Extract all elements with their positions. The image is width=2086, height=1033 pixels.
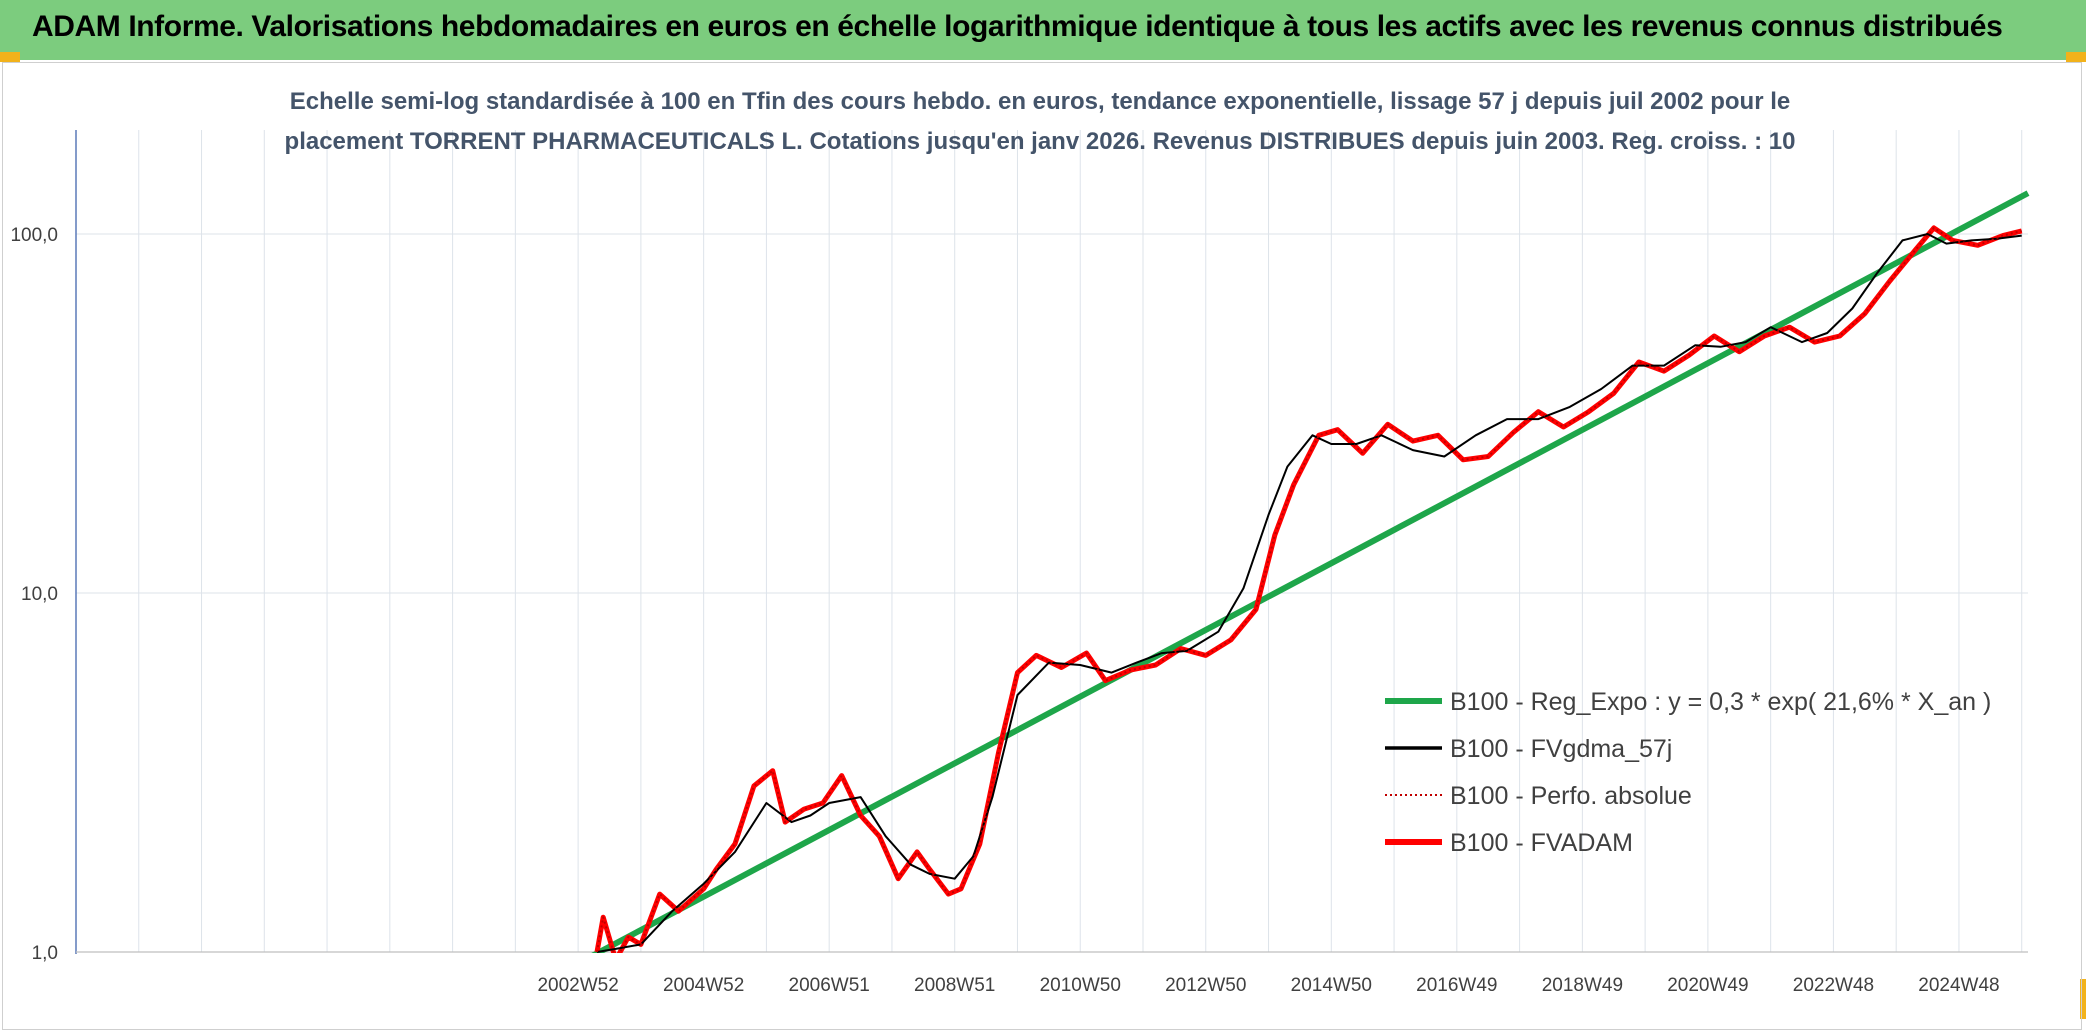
series-lines [591, 190, 2030, 953]
corner-marker-top-right [2066, 52, 2086, 62]
series-line-3 [594, 225, 2023, 953]
legend-label: B100 - Reg_Expo : y = 0,3 * exp( 21,6% *… [1450, 688, 1991, 716]
legend: B100 - Reg_Expo : y = 0,3 * exp( 21,6% *… [1385, 688, 1991, 857]
legend-label: B100 - FVADAM [1450, 829, 1633, 857]
x-tick-label: 2020W49 [1667, 975, 1748, 996]
legend-label: B100 - FVgdma_57j [1450, 735, 1672, 763]
x-tick-label: 2024W48 [1918, 975, 1999, 996]
x-tick-label: 2002W52 [537, 975, 618, 996]
y-tick-label: 1,0 [32, 943, 58, 964]
series-line-1 [596, 233, 2022, 953]
chart-frame [2, 62, 2082, 1030]
x-tick-label: 2008W51 [914, 975, 995, 996]
x-tick-label: 2012W50 [1165, 975, 1246, 996]
corner-marker-top-left [0, 52, 20, 62]
axes: 1,0 10,0 100,0 2002W52 2004W52 2006W51 2008W51… [10, 130, 2028, 996]
x-tick-label: 2016W49 [1416, 975, 1497, 996]
chart-title-line-1: Echelle semi-log standardisée à 100 en T… [289, 88, 1791, 115]
x-tick-label: 2014W50 [1291, 975, 1372, 996]
x-tick-label: 2006W51 [789, 975, 870, 996]
series-line-2 [596, 226, 2022, 953]
page-title: ADAM Informe. Valorisations hebdomadaire… [32, 10, 2003, 43]
series-line-0 [591, 190, 2030, 953]
y-tick-label: 10,0 [21, 584, 58, 605]
x-tick-label: 2018W49 [1542, 975, 1623, 996]
corner-marker-bottom-right [2080, 979, 2086, 1019]
x-tick-label: 2022W48 [1793, 975, 1874, 996]
title-banner: ADAM Informe. Valorisations hebdomadaire… [0, 0, 2086, 60]
legend-label: B100 - Perfo. absolue [1450, 782, 1692, 810]
y-tick-label: 100,0 [10, 225, 58, 246]
x-tick-label: 2004W52 [663, 975, 744, 996]
x-tick-label: 2010W50 [1040, 975, 1121, 996]
chart-title-line-2: placement TORRENT PHARMACEUTICALS L. Cot… [284, 128, 1796, 155]
grid-lines [75, 130, 2028, 953]
